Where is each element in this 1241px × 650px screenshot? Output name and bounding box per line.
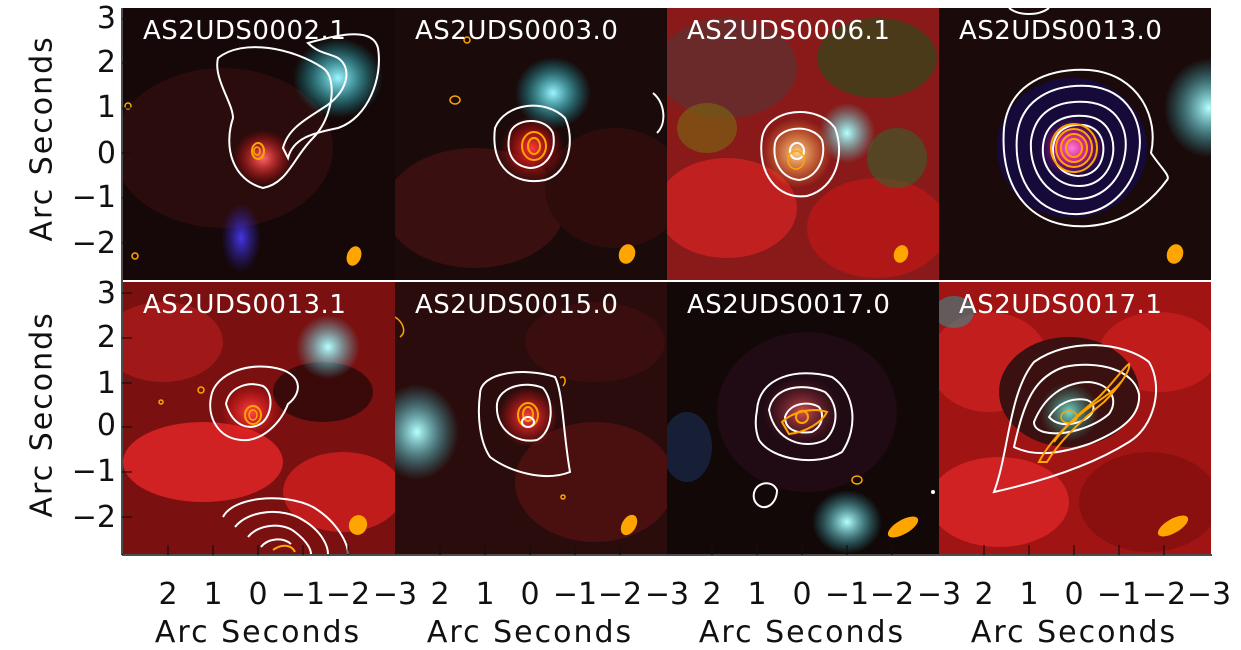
beam-ellipse xyxy=(893,245,909,263)
x-tick: 0 xyxy=(520,577,540,612)
panel-as2uds0006-1: AS2UDS0006.1 xyxy=(667,8,939,280)
x-tick: 2 xyxy=(158,577,178,612)
beam-ellipse xyxy=(348,515,368,535)
y-tick: −1 xyxy=(71,180,116,215)
y-tick: 2 xyxy=(96,45,116,80)
y-tick: 3 xyxy=(96,1,116,36)
beam-ellipse xyxy=(618,244,636,264)
beam-ellipse xyxy=(620,514,638,536)
x-tick: −3 xyxy=(1186,577,1232,612)
y-tick: 1 xyxy=(96,90,116,125)
x-tick: −2 xyxy=(597,577,643,612)
x-tick: −3 xyxy=(644,577,690,612)
x-tick: −2 xyxy=(1141,577,1187,612)
cutout-image xyxy=(395,282,667,554)
y-tick: 1 xyxy=(96,366,116,401)
beam-ellipse xyxy=(1166,244,1184,264)
x-tick: −1 xyxy=(1096,577,1142,612)
panel-as2uds0003-0: AS2UDS0003.0 xyxy=(395,8,667,280)
x-tick: −1 xyxy=(280,577,326,612)
x-tick: 2 xyxy=(430,577,450,612)
x-tick: 2 xyxy=(702,577,722,612)
y-tick: −2 xyxy=(71,500,116,535)
x-axis-label: Arc Seconds xyxy=(698,615,906,650)
x-tick: −1 xyxy=(824,577,870,612)
x-tick: 1 xyxy=(1019,577,1039,612)
cutout-image xyxy=(939,8,1211,280)
beam-ellipse xyxy=(887,516,919,538)
x-axis-label: Arc Seconds xyxy=(154,615,362,650)
panel-as2uds0013-0: AS2UDS0013.0 xyxy=(939,8,1211,280)
panel-title: AS2UDS0013.1 xyxy=(143,290,347,320)
panel-title: AS2UDS0017.0 xyxy=(687,290,891,320)
x-tick: 0 xyxy=(1064,577,1084,612)
x-axis-label: Arc Seconds xyxy=(970,615,1178,650)
beam-ellipse xyxy=(1157,515,1189,537)
beam-ellipse xyxy=(346,246,362,266)
y-tick: 2 xyxy=(96,320,116,355)
panel-as2uds0013-1: AS2UDS0013.1 xyxy=(123,282,395,554)
x-axis-label: Arc Seconds xyxy=(426,615,634,650)
panel-as2uds0015-0: AS2UDS0015.0 xyxy=(395,282,667,554)
x-tick: 0 xyxy=(792,577,812,612)
y-tick: 0 xyxy=(96,136,116,171)
cutout-image xyxy=(939,282,1211,554)
panel-title: AS2UDS0003.0 xyxy=(415,16,619,46)
y-tick: −2 xyxy=(71,226,116,261)
x-tick: −3 xyxy=(372,577,418,612)
panel-title: AS2UDS0013.0 xyxy=(959,16,1163,46)
panel-title: AS2UDS0017.1 xyxy=(959,290,1163,320)
panel-as2uds0017-1: AS2UDS0017.1 xyxy=(939,282,1211,554)
x-tick: −2 xyxy=(325,577,371,612)
panel-title: AS2UDS0006.1 xyxy=(687,16,891,46)
x-tick: 0 xyxy=(248,577,268,612)
cutout-image xyxy=(123,282,395,554)
y-axis-label-top: Arc Seconds xyxy=(24,35,60,242)
y-axis-label-bottom: Arc Seconds xyxy=(24,311,60,518)
x-tick: −2 xyxy=(869,577,915,612)
y-tick: 0 xyxy=(96,408,116,443)
cutout-image xyxy=(123,8,395,280)
x-tick: −1 xyxy=(552,577,598,612)
panel-title: AS2UDS0015.0 xyxy=(415,290,619,320)
x-tick: −3 xyxy=(916,577,962,612)
cutout-image xyxy=(667,8,939,280)
panel-as2uds0002-1: AS2UDS0002.1 xyxy=(123,8,395,280)
cutout-image xyxy=(395,8,667,280)
panel-title: AS2UDS0002.1 xyxy=(143,16,347,46)
x-tick: 1 xyxy=(747,577,767,612)
x-tick: 1 xyxy=(475,577,495,612)
x-tick: 2 xyxy=(974,577,994,612)
cutout-image xyxy=(667,282,939,554)
y-tick: −1 xyxy=(71,454,116,489)
y-tick: 3 xyxy=(96,276,116,311)
x-tick: 1 xyxy=(203,577,223,612)
panel-as2uds0017-0: AS2UDS0017.0 xyxy=(667,282,939,554)
